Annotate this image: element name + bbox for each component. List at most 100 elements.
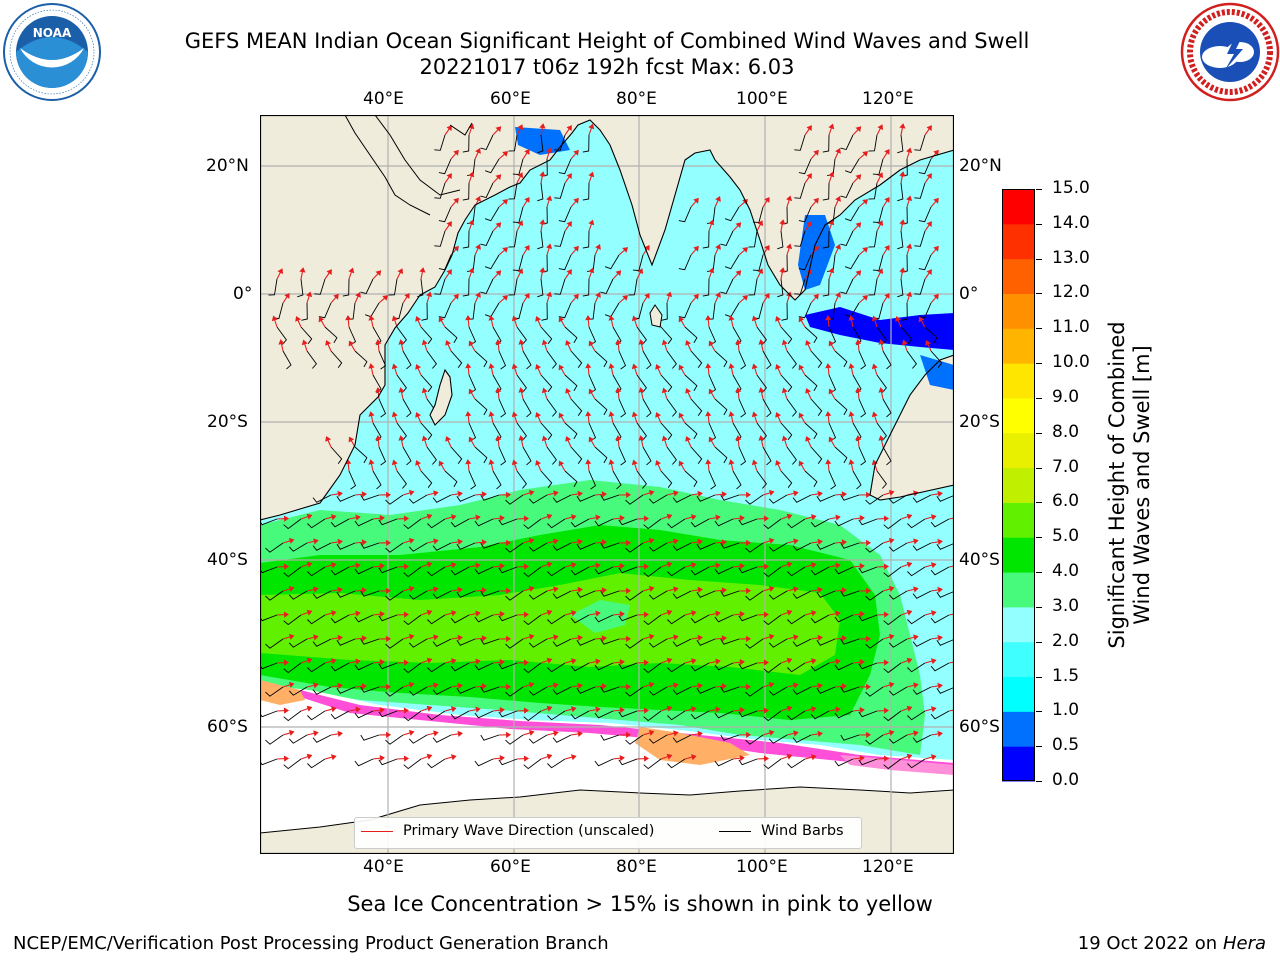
wave-arrow-head (546, 291, 553, 298)
wind-barb (732, 470, 742, 490)
wind-barb (456, 542, 476, 550)
wave-arrow-head (878, 387, 885, 393)
wave-arrow-head (518, 339, 525, 345)
wave-arrow-head (415, 412, 422, 418)
colorbar-tick-mark (1036, 328, 1042, 330)
wind-barb (427, 614, 446, 625)
wind-barb (852, 470, 862, 490)
wave-arrow-head (475, 658, 481, 665)
wave-arrow-head (588, 340, 595, 347)
footer-date-text: 19 Oct 2022 on (1077, 933, 1218, 954)
colorbar-cell (1002, 676, 1035, 712)
wave-arrow-head (757, 220, 764, 227)
wave-arrow-head (742, 247, 749, 253)
wind-barb (816, 494, 836, 502)
wind-barb (330, 566, 350, 576)
wind-barb (354, 758, 374, 767)
wave-arrow-head (475, 196, 481, 202)
wave-arrow-head (615, 339, 622, 345)
wind-barb (844, 158, 860, 174)
wind-barb (360, 494, 380, 501)
wave-arrow-head (825, 459, 832, 465)
wave-arrow-head (813, 197, 819, 204)
wave-arrow-head (355, 292, 361, 298)
wave-arrow-head (306, 561, 313, 568)
wind-barb (883, 710, 902, 722)
wind-barb (547, 758, 566, 769)
wave-arrow-head (673, 586, 679, 593)
wind-barb (474, 350, 488, 368)
wave-arrow-head (685, 388, 692, 394)
wave-arrow-head (721, 635, 728, 642)
wave-arrow-head (715, 292, 721, 298)
wind-barb (378, 614, 398, 622)
wave-arrow-head (502, 295, 509, 301)
wind-barb (432, 590, 452, 599)
wind-barb (516, 470, 527, 489)
wave-arrow-head (475, 514, 481, 521)
wave-arrow-head (539, 171, 546, 177)
wave-arrow-head (421, 387, 428, 394)
wind-barb (865, 494, 884, 505)
wind-barb (306, 350, 317, 369)
wind-barb (745, 542, 764, 553)
wave-arrow-head (499, 514, 505, 522)
wind-barb (690, 566, 710, 576)
wind-barb (777, 278, 784, 298)
wind-barb (888, 590, 908, 600)
wind-barb (484, 254, 500, 270)
wave-arrow-head (517, 124, 524, 131)
wind-barb (618, 446, 627, 466)
wave-arrow-head (913, 538, 919, 545)
colorbar-tick-label: 1.5 (1052, 665, 1080, 686)
wind-barb (420, 326, 433, 344)
wind-barb (763, 662, 782, 674)
wind-barb (330, 518, 350, 528)
wave-arrow-head (566, 221, 572, 228)
wind-barb (636, 470, 647, 489)
wave-arrow-head (835, 562, 841, 569)
wind-barb (696, 638, 716, 646)
wind-barb (547, 662, 566, 673)
wind-barb (714, 398, 728, 416)
wind-barb (738, 614, 758, 622)
wave-arrow-head (883, 563, 890, 570)
wave-arrow-head (585, 315, 592, 321)
wave-arrow-head (775, 364, 782, 370)
wave-arrow-head (746, 587, 752, 595)
wind-barb (547, 710, 566, 721)
wind-barb (642, 446, 652, 466)
wave-arrow-head (721, 539, 728, 546)
wind-barb (792, 590, 812, 599)
wave-arrow-head (571, 562, 577, 569)
wave-arrow-head (588, 123, 595, 130)
wave-arrow-head (573, 293, 579, 300)
wind-barb (408, 638, 428, 648)
wave-arrow-head (937, 586, 943, 593)
wind-barb (456, 494, 476, 502)
wind-barb (498, 710, 518, 718)
wind-barb (810, 710, 830, 720)
wave-arrow-head (811, 562, 817, 569)
colorbar-cell (1002, 641, 1035, 678)
wave-arrow-head (931, 706, 937, 713)
wave-arrow-head (565, 388, 572, 394)
wave-arrow-head (828, 340, 835, 347)
wind-barb (522, 350, 532, 370)
wind-barb (552, 590, 572, 599)
wave-arrow-head (926, 173, 932, 180)
wind-barb (628, 278, 638, 296)
wave-arrow-head (398, 339, 405, 345)
wave-arrow-head (644, 244, 650, 251)
wave-arrow-head (345, 315, 352, 321)
wind-barb (600, 590, 620, 597)
wave-arrow-head (817, 586, 823, 593)
wave-arrow-head (841, 491, 848, 498)
wave-arrow-head (631, 459, 638, 466)
wave-direction-arrows (271, 123, 954, 762)
wave-arrow-head (566, 269, 572, 276)
wind-barb (901, 302, 908, 321)
wave-arrow-head (871, 363, 878, 370)
wave-arrow-head (558, 460, 565, 467)
wind-barb (816, 542, 836, 550)
